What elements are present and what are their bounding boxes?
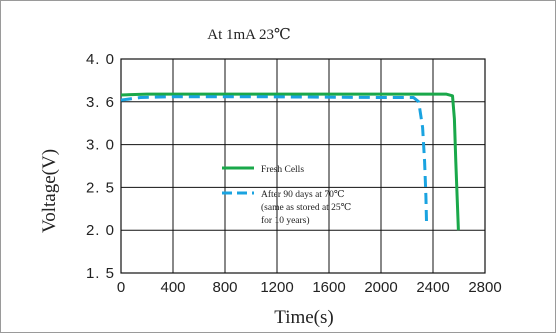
tick-labels: 0 400 800 1200 1600 2000 2400 2800 1. 5 2. 0 2. 5 3… (86, 51, 502, 296)
y-tick-label: 4. 0 (86, 51, 115, 68)
y-tick-label: 2. 0 (86, 222, 115, 239)
x-tick-label: 1200 (260, 279, 293, 296)
x-tick-label: 2800 (468, 279, 501, 296)
legend: Fresh Cells After 90 days at 70℃ (same as … (222, 165, 352, 226)
x-axis-label: Time(s) (274, 307, 333, 328)
fresh-cells-line (120, 92, 460, 231)
chart-title: At 1mA 23℃ (207, 27, 290, 43)
x-tick-label: 0 (117, 279, 125, 296)
series-lines (120, 92, 460, 231)
plot-frame (120, 58, 486, 274)
x-tick-label: 1600 (312, 279, 345, 296)
legend-entry-text: (same as stored at 25℃ (261, 202, 352, 213)
y-tick-label: 1. 5 (86, 265, 115, 282)
aged-cells-line (120, 95, 428, 222)
legend-entry-text: After 90 days at 70℃ (261, 189, 345, 200)
x-tick-label: 400 (160, 279, 185, 296)
x-tick-label: 800 (212, 279, 237, 296)
x-tick-label: 2000 (364, 279, 397, 296)
x-tick-label: 2400 (416, 279, 449, 296)
y-tick-label: 3. 6 (86, 94, 115, 111)
y-tick-label: 3. 0 (86, 137, 115, 154)
legend-entry-text: Fresh Cells (261, 165, 304, 175)
y-tick-label: 2. 5 (86, 179, 115, 196)
legend-entry-text: for 10 years) (261, 215, 310, 226)
y-axis-label: Voltage(V) (39, 149, 60, 233)
